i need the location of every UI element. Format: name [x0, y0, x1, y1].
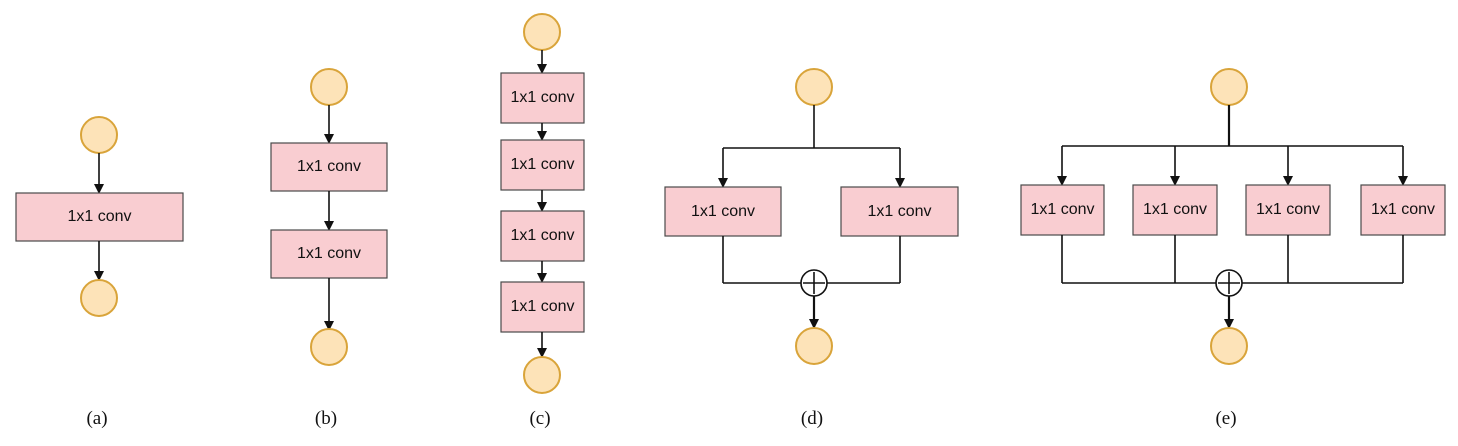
input-node [795, 68, 833, 106]
panel-caption: (c) [529, 408, 550, 429]
panel-caption: (a) [86, 408, 107, 429]
conv-label: 1x1 conv [1143, 201, 1207, 218]
output-node [795, 327, 833, 365]
conv-block: 1x1 conv [500, 72, 585, 124]
panel-caption: (e) [1215, 408, 1236, 429]
conv-block: 1x1 conv [1132, 184, 1218, 236]
conv-label: 1x1 conv [510, 298, 574, 315]
panel-caption: (d) [801, 408, 823, 429]
conv-block: 1x1 conv [500, 139, 585, 191]
conv-label: 1x1 conv [1030, 201, 1094, 218]
input-node [523, 13, 561, 51]
output-node [310, 328, 348, 366]
conv-label: 1x1 conv [67, 208, 131, 225]
conv-label: 1x1 conv [867, 203, 931, 220]
panel-c: 1x1 conv 1x1 conv 1x1 conv 1x1 conv (c) [500, 13, 585, 429]
conv-label: 1x1 conv [297, 245, 361, 262]
conv-block: 1x1 conv [840, 186, 959, 237]
conv-label: 1x1 conv [1256, 201, 1320, 218]
conv-label: 1x1 conv [691, 203, 755, 220]
plus-circle-icon [800, 269, 828, 297]
panel-e: 1x1 conv 1x1 conv 1x1 conv 1x1 conv [1020, 68, 1446, 429]
conv-label: 1x1 conv [510, 156, 574, 173]
conv-label: 1x1 conv [1371, 201, 1435, 218]
conv-block: 1x1 conv [1360, 184, 1446, 236]
conv-block: 1x1 conv [500, 210, 585, 262]
panel-a: 1x1 conv (a) [15, 116, 184, 429]
conv-block: 1x1 conv [500, 281, 585, 333]
output-node [1210, 327, 1248, 365]
panel-d: 1x1 conv 1x1 conv (d) [664, 68, 959, 429]
conv-block: 1x1 conv [15, 192, 184, 242]
input-node [1210, 68, 1248, 106]
conv-label: 1x1 conv [297, 158, 361, 175]
output-node [80, 279, 118, 317]
input-node [310, 68, 348, 106]
conv-block: 1x1 conv [664, 186, 782, 237]
conv-block: 1x1 conv [270, 229, 388, 279]
output-node [523, 356, 561, 394]
conv-block: 1x1 conv [270, 142, 388, 192]
conv-block: 1x1 conv [1020, 184, 1105, 236]
plus-circle-icon [1215, 269, 1243, 297]
input-node [80, 116, 118, 154]
panel-caption: (b) [315, 408, 337, 429]
conv-block: 1x1 conv [1245, 184, 1331, 236]
panel-b: 1x1 conv 1x1 conv (b) [270, 68, 388, 429]
conv-label: 1x1 conv [510, 227, 574, 244]
conv-label: 1x1 conv [510, 89, 574, 106]
